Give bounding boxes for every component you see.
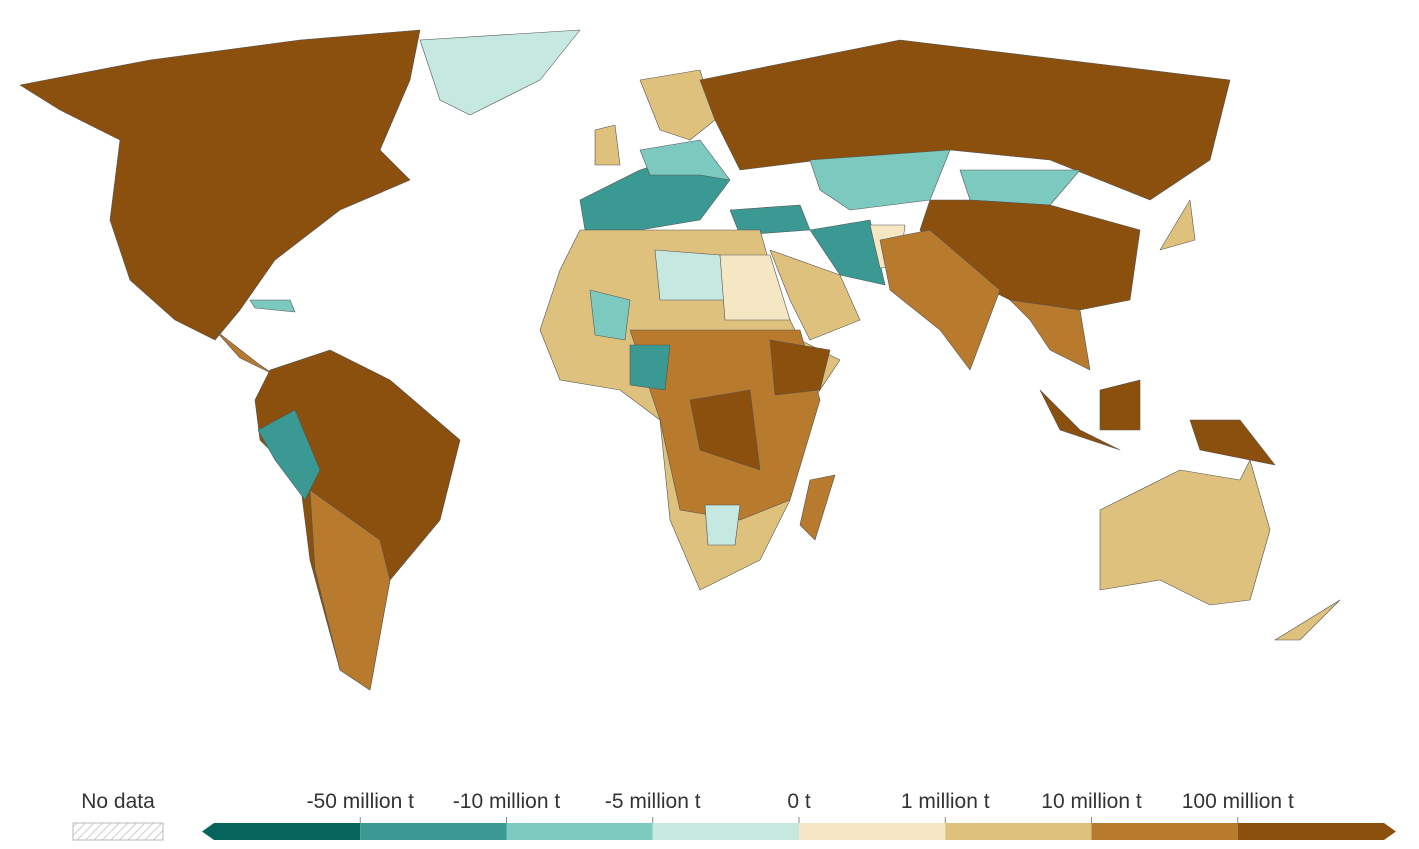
legend-swatch [1091,823,1238,840]
india [879,229,1001,371]
mali [589,289,631,341]
sumatra [1039,389,1121,451]
peru [257,409,321,501]
legend-swatch [506,823,653,840]
libya [654,249,726,301]
greenland [419,29,581,116]
drc [689,389,761,471]
legend-label: 100 million t [1182,790,1294,813]
legend-swatch [202,823,361,840]
no-data-label: No data [81,790,155,813]
no-data-swatch [72,822,164,841]
botswana [704,504,741,546]
uk [594,124,621,166]
caribbean [249,299,296,313]
scandinavia [639,69,716,141]
iran [809,219,886,286]
central-america [214,329,276,376]
madagascar [799,474,836,541]
eastern-europe [639,139,731,181]
legend-swatch [652,823,799,840]
legend-label: -10 million t [453,790,561,813]
legend-swatch [799,823,946,840]
arabia [769,249,861,341]
new-zealand [1274,599,1341,641]
legend-swatch [1237,823,1396,840]
legend-swatch [945,823,1092,840]
japan [1159,199,1196,251]
russia [699,39,1231,201]
legend-label: -5 million t [605,790,701,813]
southeast-asia [1009,299,1091,371]
new-guinea [1189,419,1276,466]
mongolia [959,169,1081,206]
australia [1099,459,1271,606]
legend-label: 0 t [787,790,811,813]
ethiopia [769,339,831,396]
legend-swatch [360,823,507,840]
borneo [1099,379,1141,431]
kazakhstan [809,149,951,211]
legend-label: 1 million t [901,790,990,813]
legend-label: -50 million t [307,790,415,813]
nigeria [629,344,671,391]
north-america [19,29,421,341]
egypt [719,254,791,321]
southern-cone [309,489,391,691]
legend-label: 10 million t [1041,790,1142,813]
countries [19,29,1341,691]
